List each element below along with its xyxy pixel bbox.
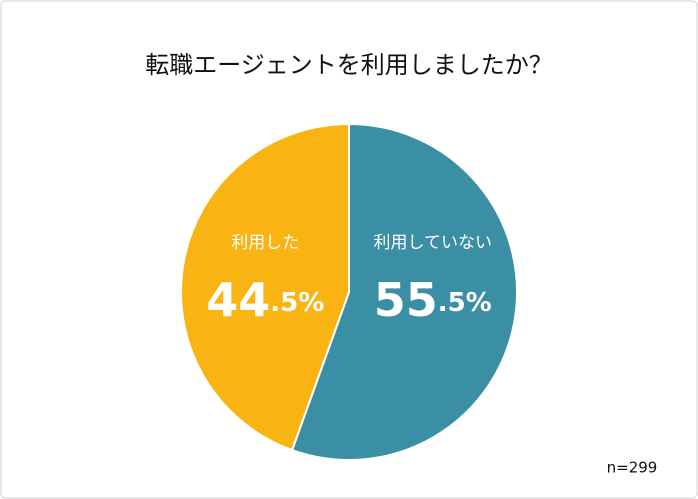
note: n=299 — [607, 459, 658, 477]
pie-slice — [290, 122, 518, 461]
value-label: 55.5% — [374, 273, 492, 327]
value-label: 44.5% — [206, 273, 324, 327]
chart-title: 転職エージェントを利用しましたか？ — [145, 51, 553, 79]
slice-label: 利用した — [231, 233, 299, 253]
slice-label: 利用していない — [373, 233, 492, 253]
pie-slice — [180, 122, 350, 452]
